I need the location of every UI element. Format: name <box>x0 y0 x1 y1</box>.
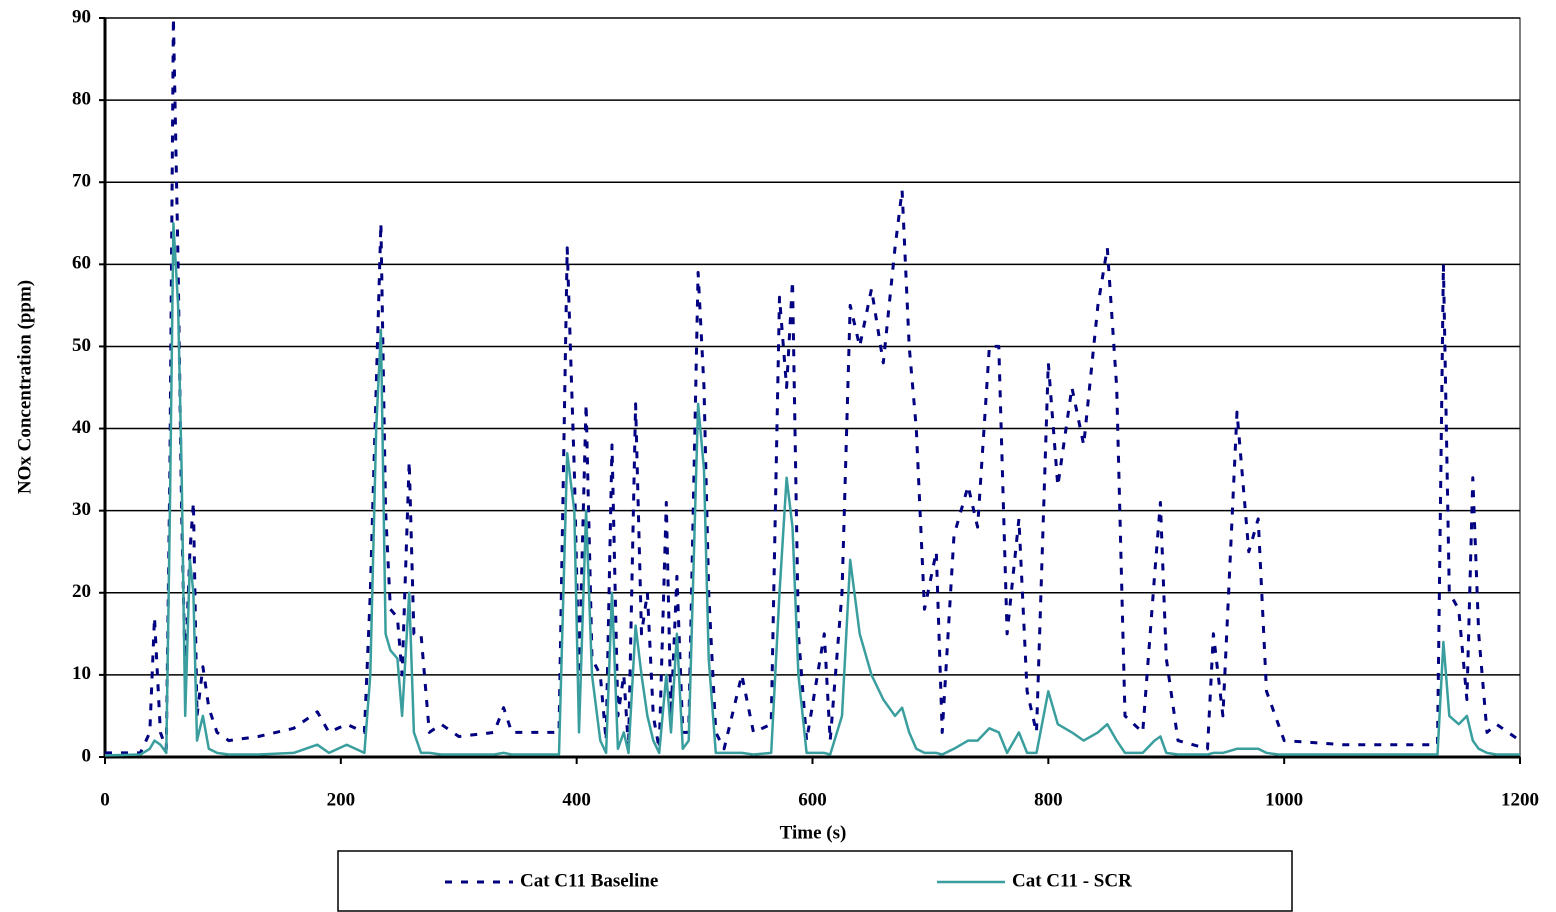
plot-area <box>104 17 1521 758</box>
x-tick-label: 800 <box>1034 789 1063 810</box>
y-tick-label: 90 <box>72 6 91 27</box>
x-tick-label: 1200 <box>1501 789 1539 810</box>
y-tick-label: 20 <box>72 581 91 602</box>
y-tick-label: 70 <box>72 171 91 192</box>
y-tick-label: 50 <box>72 335 91 356</box>
y-tick-label: 30 <box>72 499 91 520</box>
series-line <box>104 222 1520 757</box>
x-axis-label: Time (s) <box>780 822 847 843</box>
x-tick-label: 1000 <box>1265 789 1303 810</box>
x-tick-label: 400 <box>562 789 591 810</box>
y-tick-label: 40 <box>72 417 91 438</box>
y-tick-label: 0 <box>82 745 92 766</box>
y-tick-label: 80 <box>72 88 91 109</box>
y-axis-label: NOx Concentration (ppm) <box>14 280 35 494</box>
legend-label: Cat C11 Baseline <box>520 870 658 891</box>
y-tick-label: 10 <box>72 663 91 684</box>
x-tick-label: 600 <box>798 789 827 810</box>
legend-label: Cat C11 - SCR <box>1012 870 1132 891</box>
x-tick-label: 0 <box>100 789 110 810</box>
x-tick-label: 200 <box>327 789 356 810</box>
y-tick-label: 60 <box>72 253 91 274</box>
